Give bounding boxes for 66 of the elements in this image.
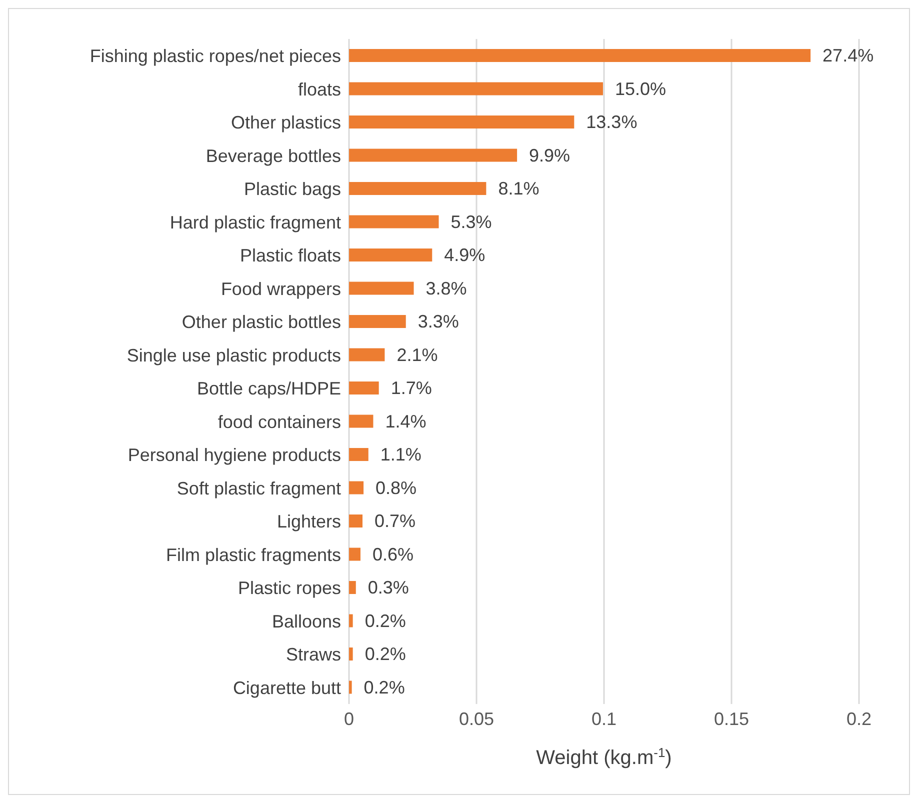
annotation: 13.3% [586,112,638,132]
annotation: 15.0% [614,78,666,99]
y-tick-label: Fishing plastic ropes/net pieces [90,46,341,66]
y-tick-label: Beverage bottles [206,146,341,166]
annotation: 4.9% [444,245,486,266]
y-tick-label: Soft plastic fragment [176,478,341,498]
annotation: 9.9% [529,145,570,166]
y-tick-label: Other plastic bottles [182,312,341,332]
annotation: 1.7% [390,378,432,398]
y-tick-label: Plastic ropes [238,578,341,598]
bar [349,648,353,660]
y-tick-label: Single use plastic products [126,345,341,366]
annotation: 0.3% [368,578,409,598]
y-tick-label: Plastic bags [244,179,341,200]
x-tick-label: 0.1 [591,708,617,729]
x-axis-title: Weight (kg.m$^{-1}$) [536,744,672,769]
annotation: 8.1% [498,178,540,199]
y-tick-label: Personal hygiene products [128,445,341,466]
annotation: 0.2% [364,644,406,664]
bar [349,182,486,195]
y-tick-label: Film plastic fragments [166,544,341,565]
bar [349,481,364,494]
y-tick-label: floats [298,79,341,100]
bar [349,548,360,561]
bar [349,514,363,528]
y-tick-label: Balloons [272,611,341,632]
y-tick-label: Plastic floats [240,246,341,266]
bar [349,581,356,594]
y-tick-label: Lighters [276,512,341,532]
bar [349,49,811,62]
annotation: 0.2% [364,677,405,698]
y-tick-label: Bottle caps/HDPE [196,378,341,399]
y-tick-label: Cigarette butt [232,678,341,698]
y-tick-label: Hard plastic fragment [170,212,341,232]
annotation: 5.3% [450,212,492,232]
bar [349,614,353,628]
bar [349,82,603,96]
bar [349,116,574,128]
annotation: 3.3% [418,312,459,332]
annotation: 1.1% [380,444,422,465]
bar [349,315,406,328]
x-tick-label: 0.15 [714,708,750,729]
annotation: 0.2% [364,610,406,631]
bar [349,348,385,362]
bar [349,248,432,262]
annotation: 27.4% [822,46,874,66]
bar [349,148,518,162]
bar [349,414,374,428]
annotation: 2.1% [396,344,438,365]
bar [349,282,414,295]
annotation: 0.7% [374,511,416,532]
annotation: 0.6% [372,544,414,564]
y-tick-label: Straws [286,644,341,665]
annotation: 3.8% [426,278,467,298]
bar [349,680,352,694]
x-tick-label: 0 [344,708,354,729]
bar [349,215,439,228]
x-tick-label: 0.2 [846,708,872,729]
y-tick-label: Other plastics [230,112,341,133]
bar [349,448,368,461]
y-tick-label: Food wrappers [220,278,341,299]
x-tick-label: 0.05 [458,708,494,729]
annotation: 0.8% [376,478,417,498]
bar [349,382,379,394]
y-tick-label: food containers [218,412,341,432]
annotation: 1.4% [385,411,426,432]
